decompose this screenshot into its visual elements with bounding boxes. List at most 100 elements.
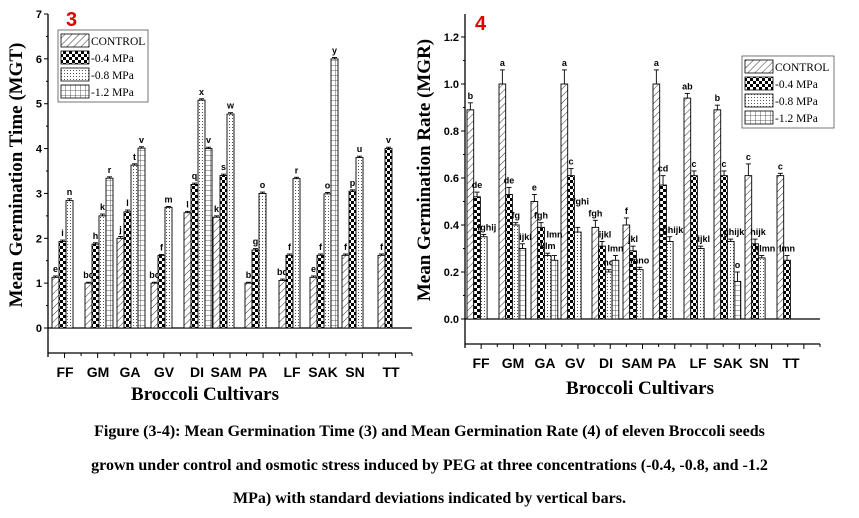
bar-08mpa (164, 206, 173, 329)
legend-swatch (744, 59, 774, 74)
bar-control (466, 109, 475, 320)
bar-control (309, 276, 318, 329)
bar-04mpa (316, 254, 325, 329)
bar-12mpa (518, 248, 527, 320)
bar-08mpa (98, 215, 107, 329)
bar-08mpa (665, 240, 674, 320)
significance-letter: w (226, 101, 235, 111)
bar-control (244, 282, 253, 329)
significance-letter: klm (540, 241, 556, 251)
significance-letter: i (61, 228, 64, 238)
legend-label: CONTROL (91, 36, 145, 48)
legend-swatch (60, 84, 90, 99)
bar-08mpa (292, 178, 301, 329)
category-label: TT (382, 364, 400, 380)
bar-control (652, 83, 661, 320)
significance-letter: lmn (779, 244, 795, 254)
bar-control (183, 212, 192, 329)
significance-letter: b (246, 270, 252, 280)
bar-08mpa (635, 269, 644, 320)
significance-letter: k (214, 204, 220, 214)
significance-letter: ghijk (662, 225, 684, 235)
y-tick-label: 3 (36, 188, 42, 200)
significance-letter: v (139, 135, 144, 145)
significance-letter: p (350, 178, 356, 188)
significance-letter: f (319, 242, 323, 252)
significance-letter: v (206, 135, 211, 145)
significance-letter: b (468, 91, 474, 101)
bar-04mpa (285, 254, 294, 329)
category-label: GA (535, 355, 556, 371)
significance-letter: c (692, 159, 697, 169)
significance-letter: mno (630, 255, 650, 265)
significance-letter: o (260, 180, 266, 190)
bar-control (116, 237, 125, 329)
category-label: GV (154, 364, 175, 380)
significance-letter: ijkl (519, 232, 532, 242)
significance-letter: bc (83, 270, 94, 280)
figure-caption-line-3: MPa) with standard deviations indicated … (233, 490, 626, 507)
significance-letter: ijkl (599, 229, 612, 239)
category-label: TT (782, 355, 800, 371)
significance-letter: fghi (573, 196, 590, 206)
y-axis-title: Mean Germination Rate (MGR) (414, 39, 435, 301)
y-tick-label: 2 (36, 233, 42, 245)
significance-letter: u (357, 144, 363, 154)
significance-letter: no (603, 258, 614, 268)
legend-label: CONTROL (775, 62, 829, 74)
significance-letter: l (126, 198, 129, 208)
legend-label: -0.8 MPa (775, 96, 818, 108)
significance-letter: de (472, 180, 483, 190)
bar-12mpa (550, 259, 559, 320)
bar-08mpa (226, 113, 235, 329)
significance-letter: k (100, 202, 106, 212)
y-tick-label: 6 (36, 54, 42, 66)
significance-letter: q (192, 171, 198, 181)
legend-label: -1.2 MPa (91, 87, 134, 99)
significance-letter: s (221, 162, 226, 172)
significance-letter: ab (682, 81, 693, 91)
legend-swatch (60, 33, 90, 48)
bar-04mpa (348, 190, 357, 329)
significance-letter: bc (149, 270, 160, 280)
bar-08mpa (130, 164, 139, 329)
significance-letter: g (253, 237, 259, 247)
bar-12mpa (611, 259, 620, 320)
bar-08mpa (65, 200, 74, 329)
bar-04mpa (783, 259, 791, 320)
significance-letter: f (625, 206, 629, 216)
bar-04mpa (473, 196, 481, 320)
significance-letter: bd (277, 267, 288, 277)
legend-label: -0.4 MPa (775, 79, 818, 91)
category-label: SAK (713, 355, 743, 371)
legend-label: -1.2 MPa (775, 113, 818, 125)
bar-control (377, 254, 386, 329)
significance-letter: lmn (546, 230, 562, 240)
y-axis-title: Mean Germination Time (MGT) (6, 43, 27, 308)
significance-letter: j (118, 224, 122, 234)
y-tick-label: 7 (36, 9, 42, 21)
y-tick-label: 0.0 (444, 314, 459, 326)
significance-letter: y (332, 46, 337, 56)
chart-mgt: 0 1 2 3 4 5 6 7 Mean Germination Time (MGT) Brocc… (6, 9, 413, 405)
significance-letter: cd (658, 164, 669, 174)
significance-letter: ghijk (723, 227, 745, 237)
bar-08mpa (757, 257, 766, 320)
category-label: DI (599, 355, 613, 371)
category-label: DI (190, 364, 204, 380)
y-tick-label: 4 (36, 144, 43, 156)
significance-letter: hijk (750, 227, 766, 237)
x-axis-title: Broccoli Cultivars (131, 384, 279, 405)
bar-control (341, 254, 350, 329)
bar-08mpa (479, 236, 488, 320)
bar-control (744, 175, 753, 320)
bar-control (278, 280, 287, 329)
bar-08mpa (355, 157, 364, 329)
figure-caption-line-1: Figure (3-4): Mean Germination Time (3) … (94, 423, 765, 440)
category-label: LF (283, 364, 301, 380)
figure-charts: 0 1 2 3 4 5 6 7 Mean Germination Time (MGT) Brocc… (6, 9, 835, 405)
y-tick-label: 1.2 (444, 32, 459, 44)
y-tick-label: 5 (36, 99, 42, 111)
bar-control (51, 276, 60, 329)
bar-control (591, 226, 600, 320)
